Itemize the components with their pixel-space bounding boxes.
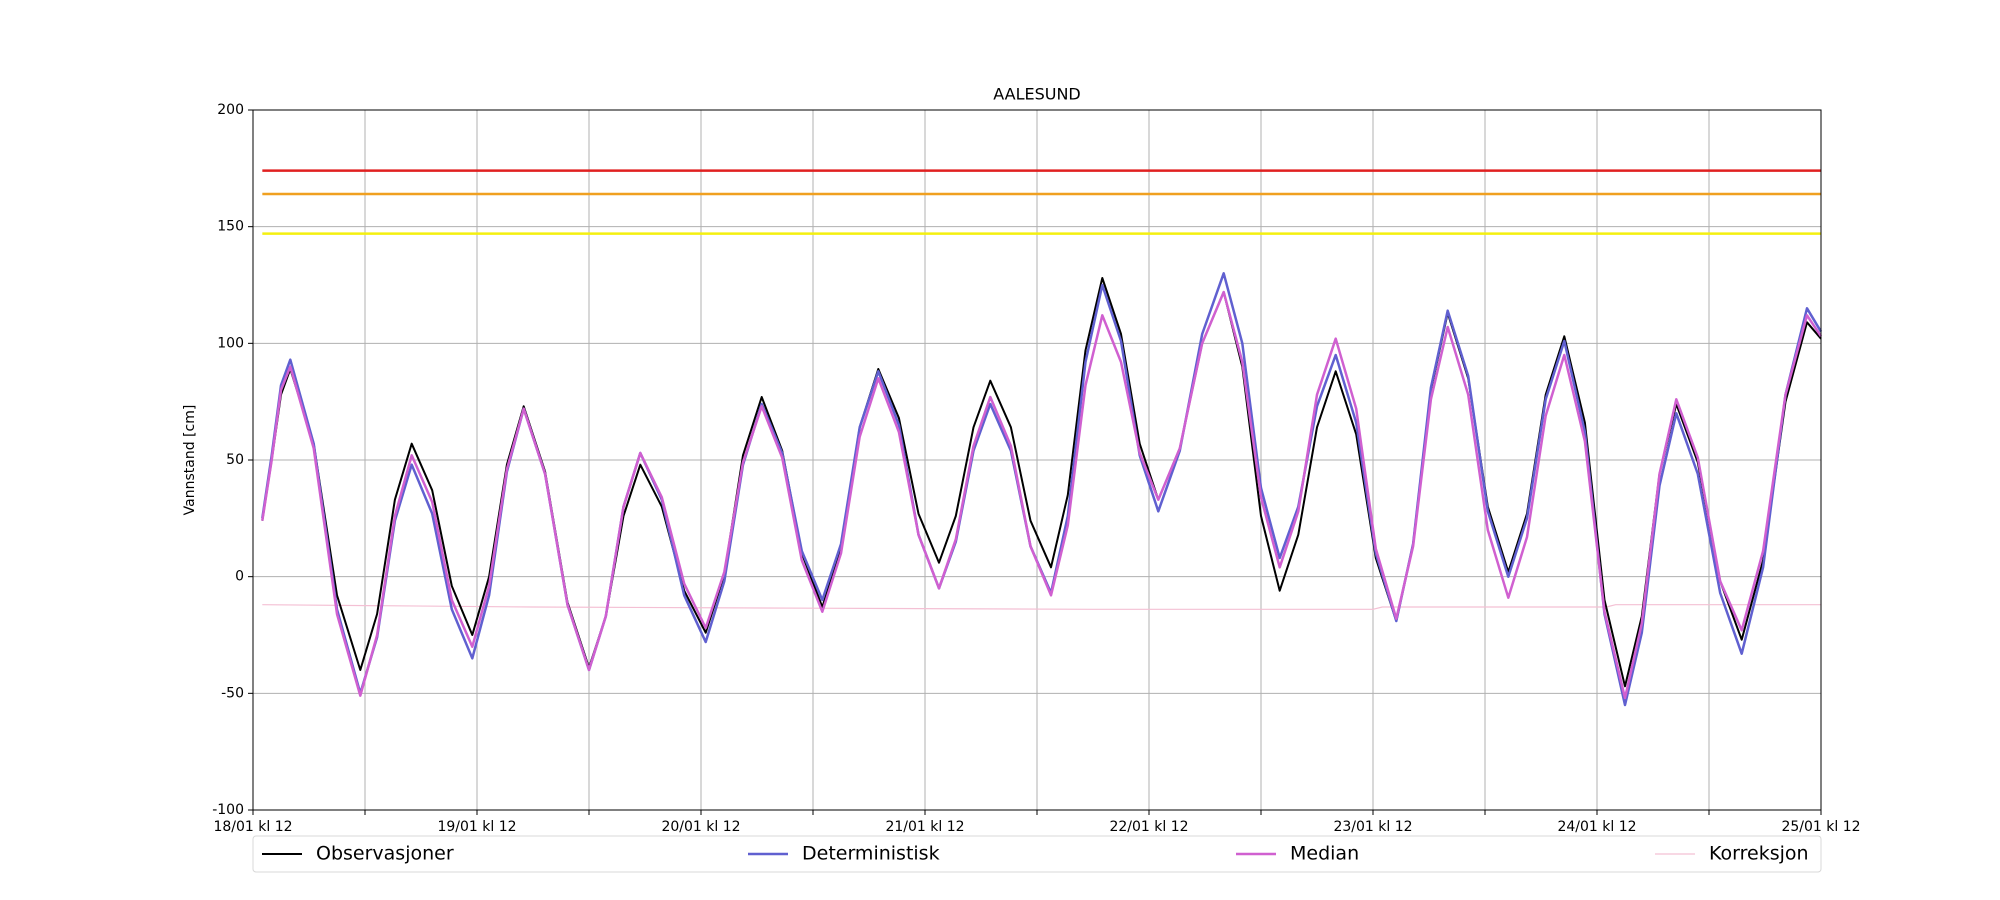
y-tick-label: -100	[212, 802, 244, 818]
y-tick-label: -50	[221, 685, 244, 701]
data-line	[261, 277, 1822, 688]
data-line	[262, 604, 1821, 610]
chart-title: AALESUND	[993, 85, 1081, 104]
legend-label: Observasjoner	[316, 843, 454, 865]
legend-label: Median	[1290, 843, 1359, 865]
legend-label: Korreksjon	[1709, 843, 1809, 865]
x-tick-label: 25/01 kl 12	[1781, 819, 1860, 835]
data-line	[261, 272, 1823, 707]
y-tick-label: 100	[217, 335, 244, 351]
x-tick-label: 21/01 kl 12	[885, 819, 964, 835]
data-line	[261, 290, 1823, 700]
y-tick-label: 0	[235, 569, 244, 585]
y-axis-label: Vannstand [cm]	[182, 405, 198, 516]
x-tick-label: 24/01 kl 12	[1557, 819, 1636, 835]
legend-label: Deterministisk	[802, 843, 940, 865]
x-tick-label: 19/01 kl 12	[437, 819, 516, 835]
y-tick-label: 50	[226, 452, 244, 468]
x-tick-label: 20/01 kl 12	[661, 819, 740, 835]
y-tick-label: 150	[217, 219, 244, 235]
x-tick-label: 22/01 kl 12	[1109, 819, 1188, 835]
x-tick-label: 18/01 kl 12	[213, 819, 292, 835]
y-tick-label: 200	[217, 102, 244, 118]
legend-box	[252, 835, 1822, 873]
plot-frame	[252, 109, 1822, 811]
x-tick-label: 23/01 kl 12	[1333, 819, 1412, 835]
